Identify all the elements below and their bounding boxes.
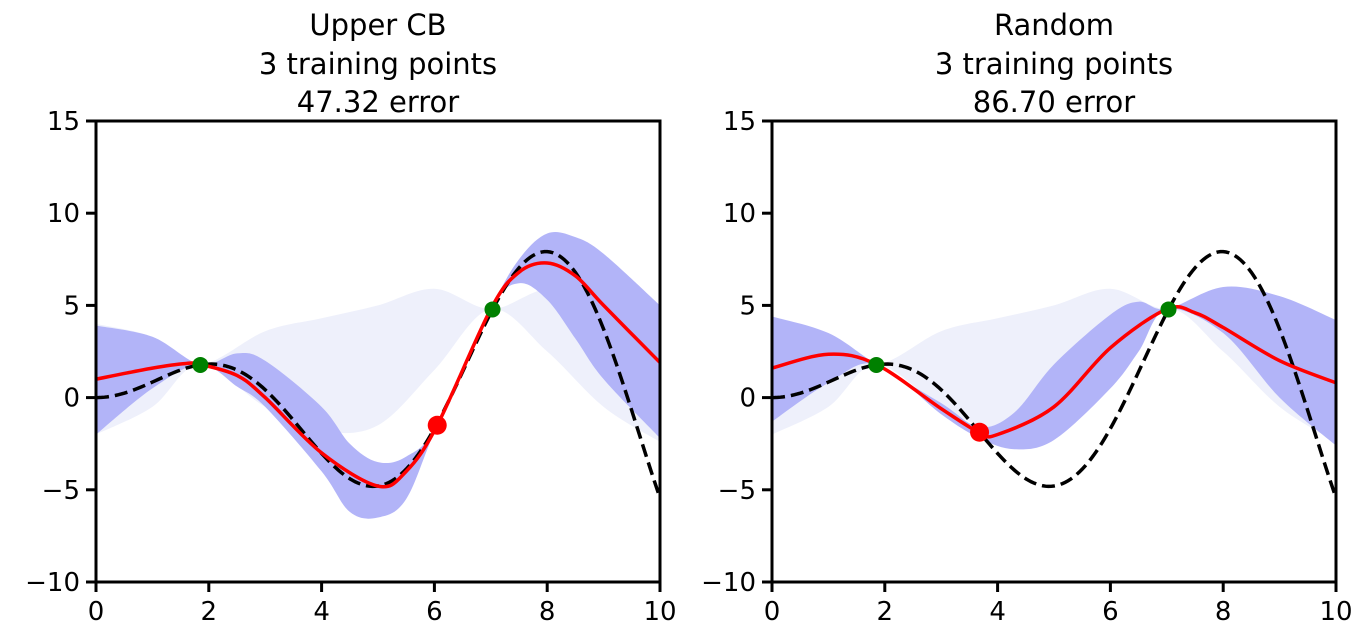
y-tick-label: 0 (63, 384, 80, 414)
title-line-2: 3 training points (259, 47, 497, 81)
training-point (868, 356, 885, 373)
x-tick-label: 0 (88, 597, 105, 627)
y-tick-label: 5 (739, 291, 756, 321)
y-tick-label: −10 (25, 568, 80, 598)
y-tick-label: 0 (739, 384, 756, 414)
plot-area (96, 232, 660, 519)
panel-upper-cb: Upper CB 3 training points 47.32 error 0… (25, 8, 676, 627)
y-tick-label: −5 (42, 476, 80, 506)
new-query-point (427, 415, 447, 435)
y-tick-label: −5 (718, 476, 756, 506)
plot-area (772, 249, 1336, 499)
title-line-1: Random (994, 8, 1114, 42)
y-tick-label: 10 (47, 199, 80, 229)
x-tick-label: 6 (1102, 597, 1119, 627)
training-point (192, 356, 209, 373)
y-tick-label: 15 (723, 107, 756, 137)
training-point (484, 301, 501, 318)
y-tick-label: 10 (723, 199, 756, 229)
x-tick-label: 2 (201, 597, 218, 627)
x-tick-label: 4 (313, 597, 330, 627)
y-tick-label: −10 (701, 568, 756, 598)
title-line-2: 3 training points (935, 47, 1173, 81)
prior-band (96, 288, 660, 442)
title-line-3: 86.70 error (973, 85, 1136, 119)
training-point (1160, 301, 1177, 318)
axes-frame (770, 119, 1338, 584)
x-tick-label: 6 (426, 597, 443, 627)
x-tick-label: 8 (1215, 597, 1232, 627)
x-tick-label: 4 (989, 597, 1006, 627)
x-tick-label: 10 (1319, 597, 1352, 627)
new-query-point (970, 422, 990, 442)
x-tick-label: 0 (764, 597, 781, 627)
x-tick-label: 2 (877, 597, 894, 627)
true-function-line (772, 249, 1336, 499)
y-tick-label: 15 (47, 107, 80, 137)
title-line-3: 47.32 error (297, 85, 460, 119)
title-line-1: Upper CB (309, 8, 446, 42)
posterior-band (772, 286, 1336, 450)
x-tick-label: 10 (643, 597, 676, 627)
panel-random: Random 3 training points 86.70 error 0 2 4… (701, 8, 1352, 627)
axes-frame (94, 119, 662, 584)
x-tick-label: 8 (539, 597, 556, 627)
y-tick-label: 5 (63, 291, 80, 321)
posterior-band (96, 232, 660, 519)
